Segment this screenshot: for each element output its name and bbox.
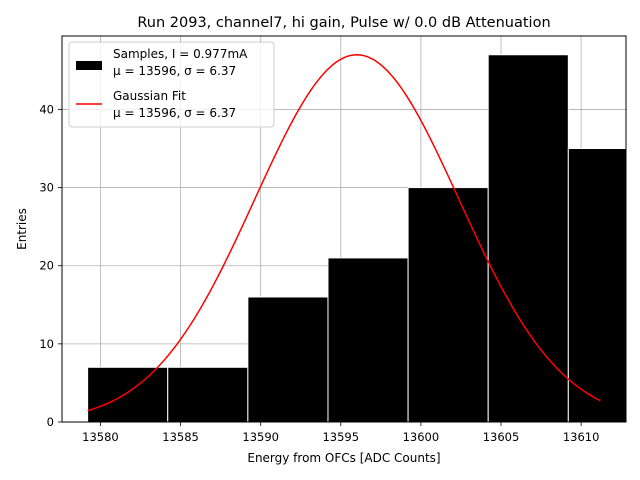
histogram-bar-5 <box>487 54 569 423</box>
legend-label-fit: Gaussian Fit <box>113 89 186 103</box>
x-tick-label-1: 13585 <box>162 430 199 444</box>
x-tick-label-3: 13595 <box>322 430 359 444</box>
histogram-bar-3 <box>327 257 409 423</box>
y-axis-label: Entries <box>15 208 29 250</box>
histogram-bar-2 <box>247 296 329 423</box>
y-tick-label-4: 40 <box>39 102 54 116</box>
y-tick-label-0: 0 <box>47 415 54 429</box>
histogram-bar-0 <box>87 366 169 423</box>
legend-swatch-samples <box>76 61 102 70</box>
legend: Samples, I = 0.977mA μ = 13596, σ = 6.37… <box>68 41 275 128</box>
chart-title: Run 2093, channel7, hi gain, Pulse w/ 0.… <box>137 15 550 31</box>
y-axis-ticks: 0 10 20 30 40 <box>39 102 62 429</box>
y-tick-label-2: 20 <box>39 259 54 273</box>
legend-stats-samples: μ = 13596, σ = 6.37 <box>113 64 236 78</box>
x-tick-label-2: 13590 <box>242 430 279 444</box>
x-axis-ticks: 13580 13585 13590 13595 13600 13605 13610 <box>82 422 599 444</box>
gaussian-fit-layer <box>87 53 601 412</box>
legend-label-samples: Samples, I = 0.977mA <box>113 47 248 61</box>
plot-frame <box>61 35 627 423</box>
x-tick-label-4: 13600 <box>403 430 440 444</box>
legend-box <box>68 41 275 128</box>
x-tick-label-6: 13610 <box>563 430 600 444</box>
legend-stats-fit: μ = 13596, σ = 6.37 <box>113 106 236 120</box>
histogram-bar-6 <box>567 148 627 423</box>
x-axis-label: Energy from OFCs [ADC Counts] <box>247 451 440 465</box>
histogram-bars <box>87 54 627 423</box>
histogram-bar-1 <box>167 366 249 423</box>
gaussian-fit-curve <box>87 53 601 412</box>
x-tick-label-5: 13605 <box>483 430 520 444</box>
x-tick-label-0: 13580 <box>82 430 119 444</box>
y-tick-label-3: 30 <box>39 181 54 195</box>
y-tick-label-1: 10 <box>39 337 54 351</box>
histogram-bar-4 <box>407 187 489 423</box>
